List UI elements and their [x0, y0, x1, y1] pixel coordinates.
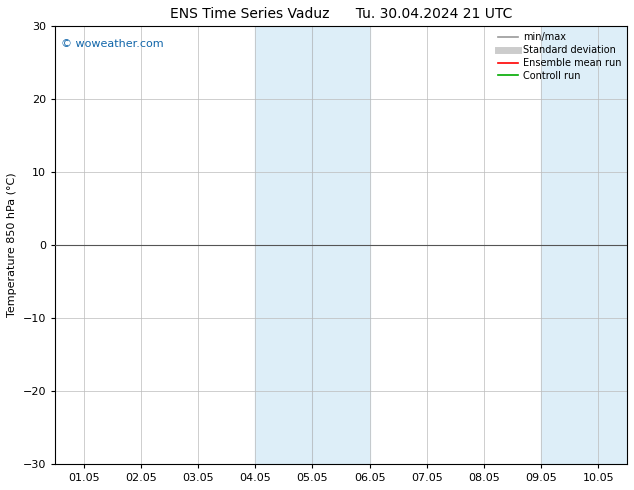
Text: © woweather.com: © woweather.com	[61, 39, 164, 49]
Bar	[541, 26, 627, 464]
Y-axis label: Temperature 850 hPa (°C): Temperature 850 hPa (°C)	[7, 173, 17, 318]
Title: ENS Time Series Vaduz      Tu. 30.04.2024 21 UTC: ENS Time Series Vaduz Tu. 30.04.2024 21 …	[170, 7, 512, 21]
Legend: min/max, Standard deviation, Ensemble mean run, Controll run: min/max, Standard deviation, Ensemble me…	[495, 28, 625, 85]
Bar	[256, 26, 370, 464]
